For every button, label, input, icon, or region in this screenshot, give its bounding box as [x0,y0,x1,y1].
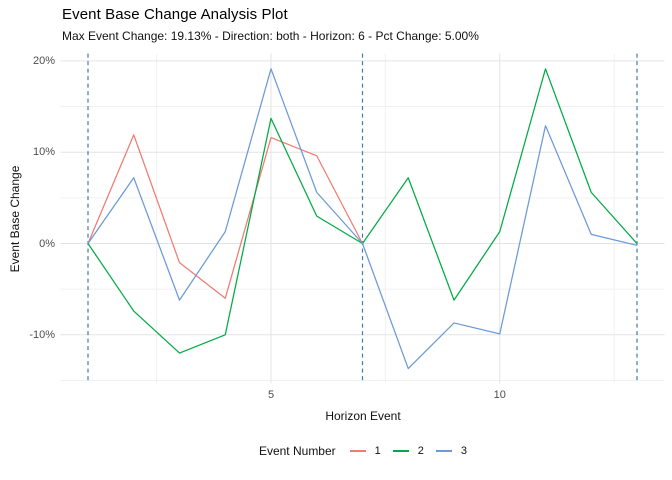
legend-item-3: 3 [435,445,468,457]
legend-title: Event Number [258,444,336,458]
legend-item-2: 2 [392,445,424,457]
x-axis-title: Horizon Event [325,409,401,423]
y-tick-label: 20% [32,54,55,67]
legend-key-line [349,450,366,452]
y-tick-label: -10% [29,328,55,341]
y-tick-label: 10% [32,146,55,159]
y-tick-label: 0% [39,237,55,250]
x-tick-label: 10 [493,389,506,401]
legend-key-line [435,450,452,452]
legend: Event Number 1 2 3 [61,444,665,458]
legend-item-label: 1 [374,445,381,457]
x-tick-label: 5 [267,389,275,401]
legend-key-line [392,450,409,452]
plot-subtitle: Max Event Change: 19.13% - Direction: bo… [62,29,479,43]
series-line-1 [87,134,364,299]
legend-item-label: 3 [460,445,468,457]
legend-item-1: 1 [349,445,381,457]
plot-title: Event Base Change Analysis Plot [62,6,288,23]
series-line-3 [87,68,638,370]
y-axis-title: Event Base Change [8,165,22,273]
legend-item-label: 2 [417,445,424,457]
